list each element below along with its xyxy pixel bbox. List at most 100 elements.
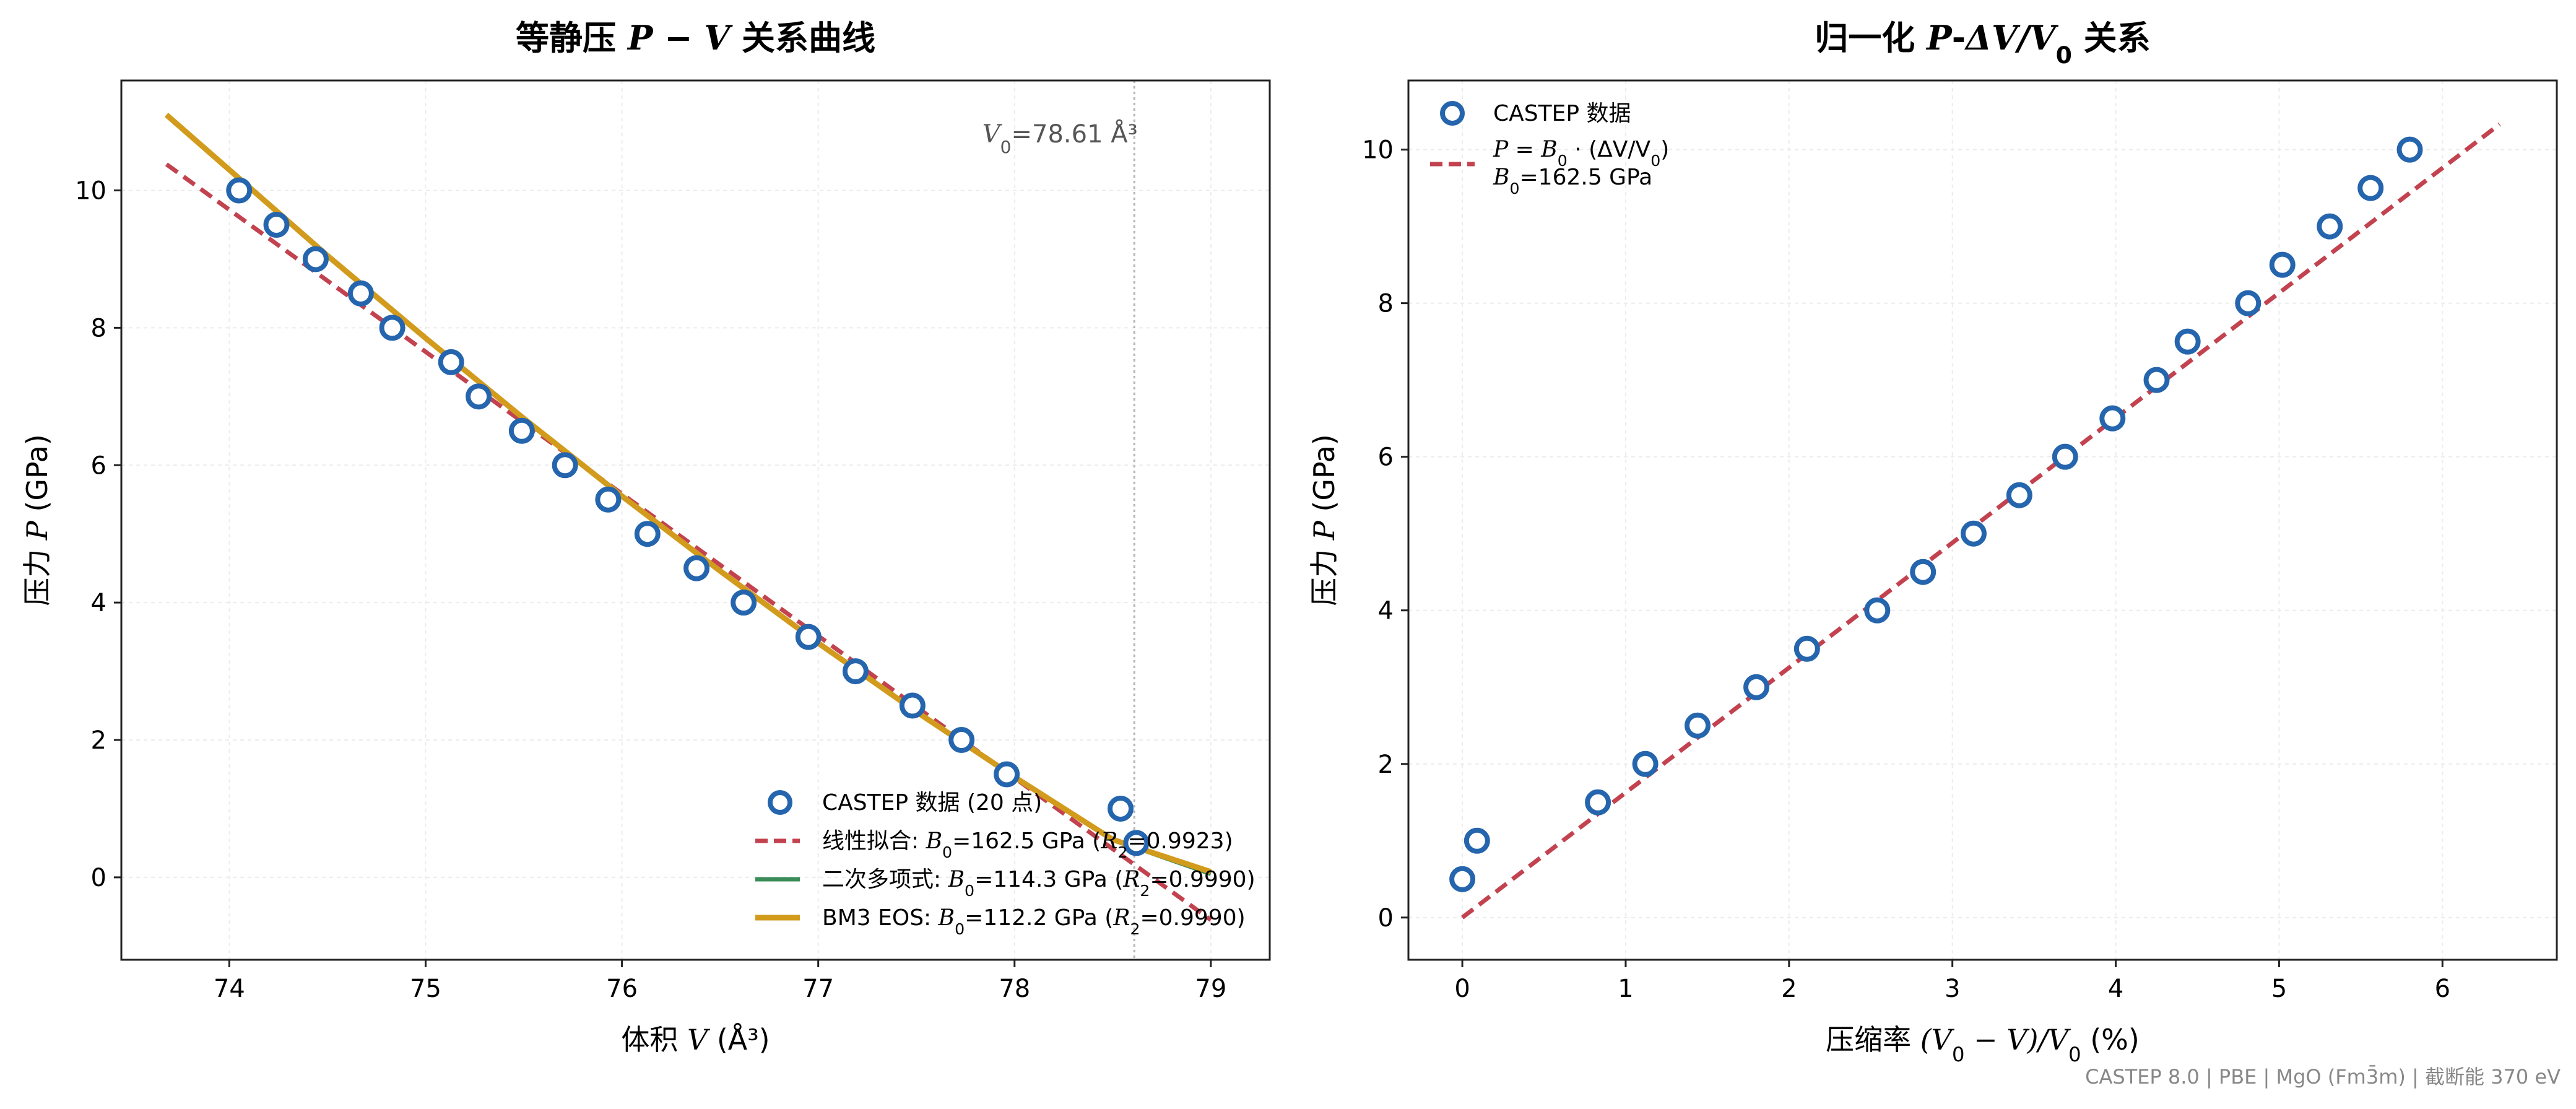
x-axis-label-part: − V)/V [1964,1023,2071,1056]
legend: CASTEP 数据 (20 点)线性拟合: B0=162.5 GPa (R2=0… [755,790,1255,938]
legend-label-2: 二次多项式: B0=114.3 GPa (R2=0.9990) [822,867,1255,900]
legend-label-linear-line2: B0=162.5 GPa [1493,165,1652,198]
legend-label-1-part: B [926,828,942,854]
legend-label-2-part: 2 [1140,882,1150,900]
v0-annotation-part: 0 [1000,137,1012,157]
y-tick-label: 0 [91,864,106,892]
data-point [438,349,464,375]
legend-label-linear-line2-part: 0 [1509,180,1519,198]
x-axis-label-part: (V [1920,1023,1955,1056]
data-point [842,658,869,685]
x-tick-label: 76 [606,975,638,1003]
y-tick-label: 6 [1378,443,1394,472]
legend-label-1: 线性拟合: B0=162.5 GPa (R2=0.9923) [822,828,1233,861]
x-axis-label-part: 0 [2068,1043,2081,1066]
x-tick-label: 78 [999,975,1030,1003]
legend-label-linear-part: ) [1660,137,1669,162]
x-tick-label: 6 [2435,975,2450,1003]
x-axis-label-part: 压缩率 [1826,1023,1920,1056]
grid [121,80,1270,960]
data-point [508,417,535,444]
x-axis-label-part: 0 [1952,1043,1964,1066]
x-axis-label-part: (%) [2081,1023,2140,1056]
data-point [2235,290,2262,316]
legend-label-linear-part: B [1540,137,1557,162]
data-point [2052,443,2078,470]
grid [1408,80,2557,960]
legend-label-linear-part: 0 [1650,152,1660,170]
chart-title-part: 关系曲线 [730,19,875,58]
y-axis-label-part: P [1308,520,1341,541]
y-tick-label: 4 [91,589,106,617]
data-point [1685,712,1711,739]
data-point [1464,827,1490,854]
x-tick-label: 0 [1454,975,1470,1003]
chart-title-part: P − V [627,18,733,58]
y-tick-label: 6 [91,451,106,480]
legend-label-1-part: =0.9923) [1127,828,1233,854]
y-axis-label-part: P [20,520,54,541]
y-axis-label: 压力 P (GPa) [20,434,54,606]
data-point [2006,482,2032,508]
legend-label-1-part: 线性拟合: [822,828,926,854]
data-point [466,383,492,410]
x-tick-label: 4 [2108,975,2123,1003]
data-point [552,452,578,479]
chart-title: 归一化 P-ΔV/V0 关系 [1815,18,2150,69]
chart-title-part: 关系 [2072,19,2151,58]
x-axis-label: 压缩率 (V0 − V)/V0 (%) [1826,1023,2140,1066]
data-point [2317,213,2343,240]
legend-label-linear-part: = [1508,137,1541,162]
legend-label-3-part: 2 [1130,920,1140,938]
data-point [1108,795,1134,822]
chart-title-part: 0 [2056,41,2072,69]
data-point [2174,328,2201,355]
data-point [263,211,290,238]
legend-marker-data [768,790,792,815]
plot-area [1449,122,2501,920]
legend-label-3-part: =112.2 GPa ( [965,905,1113,931]
footer-caption: CASTEP 8.0 | PBE | MgO (Fm3̄m) | 截断能 370… [2085,1064,2561,1089]
y-tick-label: 0 [1378,904,1394,933]
data-point [899,692,926,719]
data-point [634,521,661,547]
data-point [226,177,253,204]
legend-label-3-part: R [1112,905,1130,931]
legend-label-linear: P = B0 · (ΔV/V0) [1493,137,1669,170]
legend-label-linear-part: P [1493,137,1509,162]
data-point [1793,635,1820,662]
v0-annotation: V0=78.61 Å³ [982,119,1138,157]
axes-frame [120,79,1271,961]
data-point [347,280,374,307]
y-tick-label: 8 [91,314,106,342]
x-axis-label-part: 体积 [621,1023,687,1056]
plot-area [164,80,1212,960]
chart-title-part: P [1925,18,1953,58]
legend-label-1-part: 0 [942,843,952,861]
x-axis-label-part: V [687,1023,711,1056]
data-point [2099,405,2126,432]
chart-title-part: 归一化 [1815,19,1927,58]
data-point [795,624,822,650]
legend-label-data: CASTEP 数据 [1493,101,1631,126]
x-tick-label: 1 [1618,975,1633,1003]
x-tick-label: 79 [1195,975,1226,1003]
data-point [2396,136,2423,163]
legend-label-1-part: =162.5 GPa ( [952,828,1101,854]
legend-label-2-part: B [948,867,965,892]
y-tick-label: 10 [75,177,106,206]
y-axis-label-part: 压力 [1308,540,1341,606]
data-point [1123,830,1150,856]
data-point [1960,520,1987,547]
x-tick-label: 75 [410,975,441,1003]
legend-marker-data [1440,101,1465,126]
legend-label-data: CASTEP 数据 (20 点) [822,790,1042,815]
legend-label-linear-part: · (ΔV/V [1568,137,1651,162]
series-line-3 [164,113,1212,875]
y-tick-label: 10 [1362,136,1394,165]
x-tick-label: 2 [1781,975,1797,1003]
y-tick-label: 2 [91,726,106,755]
